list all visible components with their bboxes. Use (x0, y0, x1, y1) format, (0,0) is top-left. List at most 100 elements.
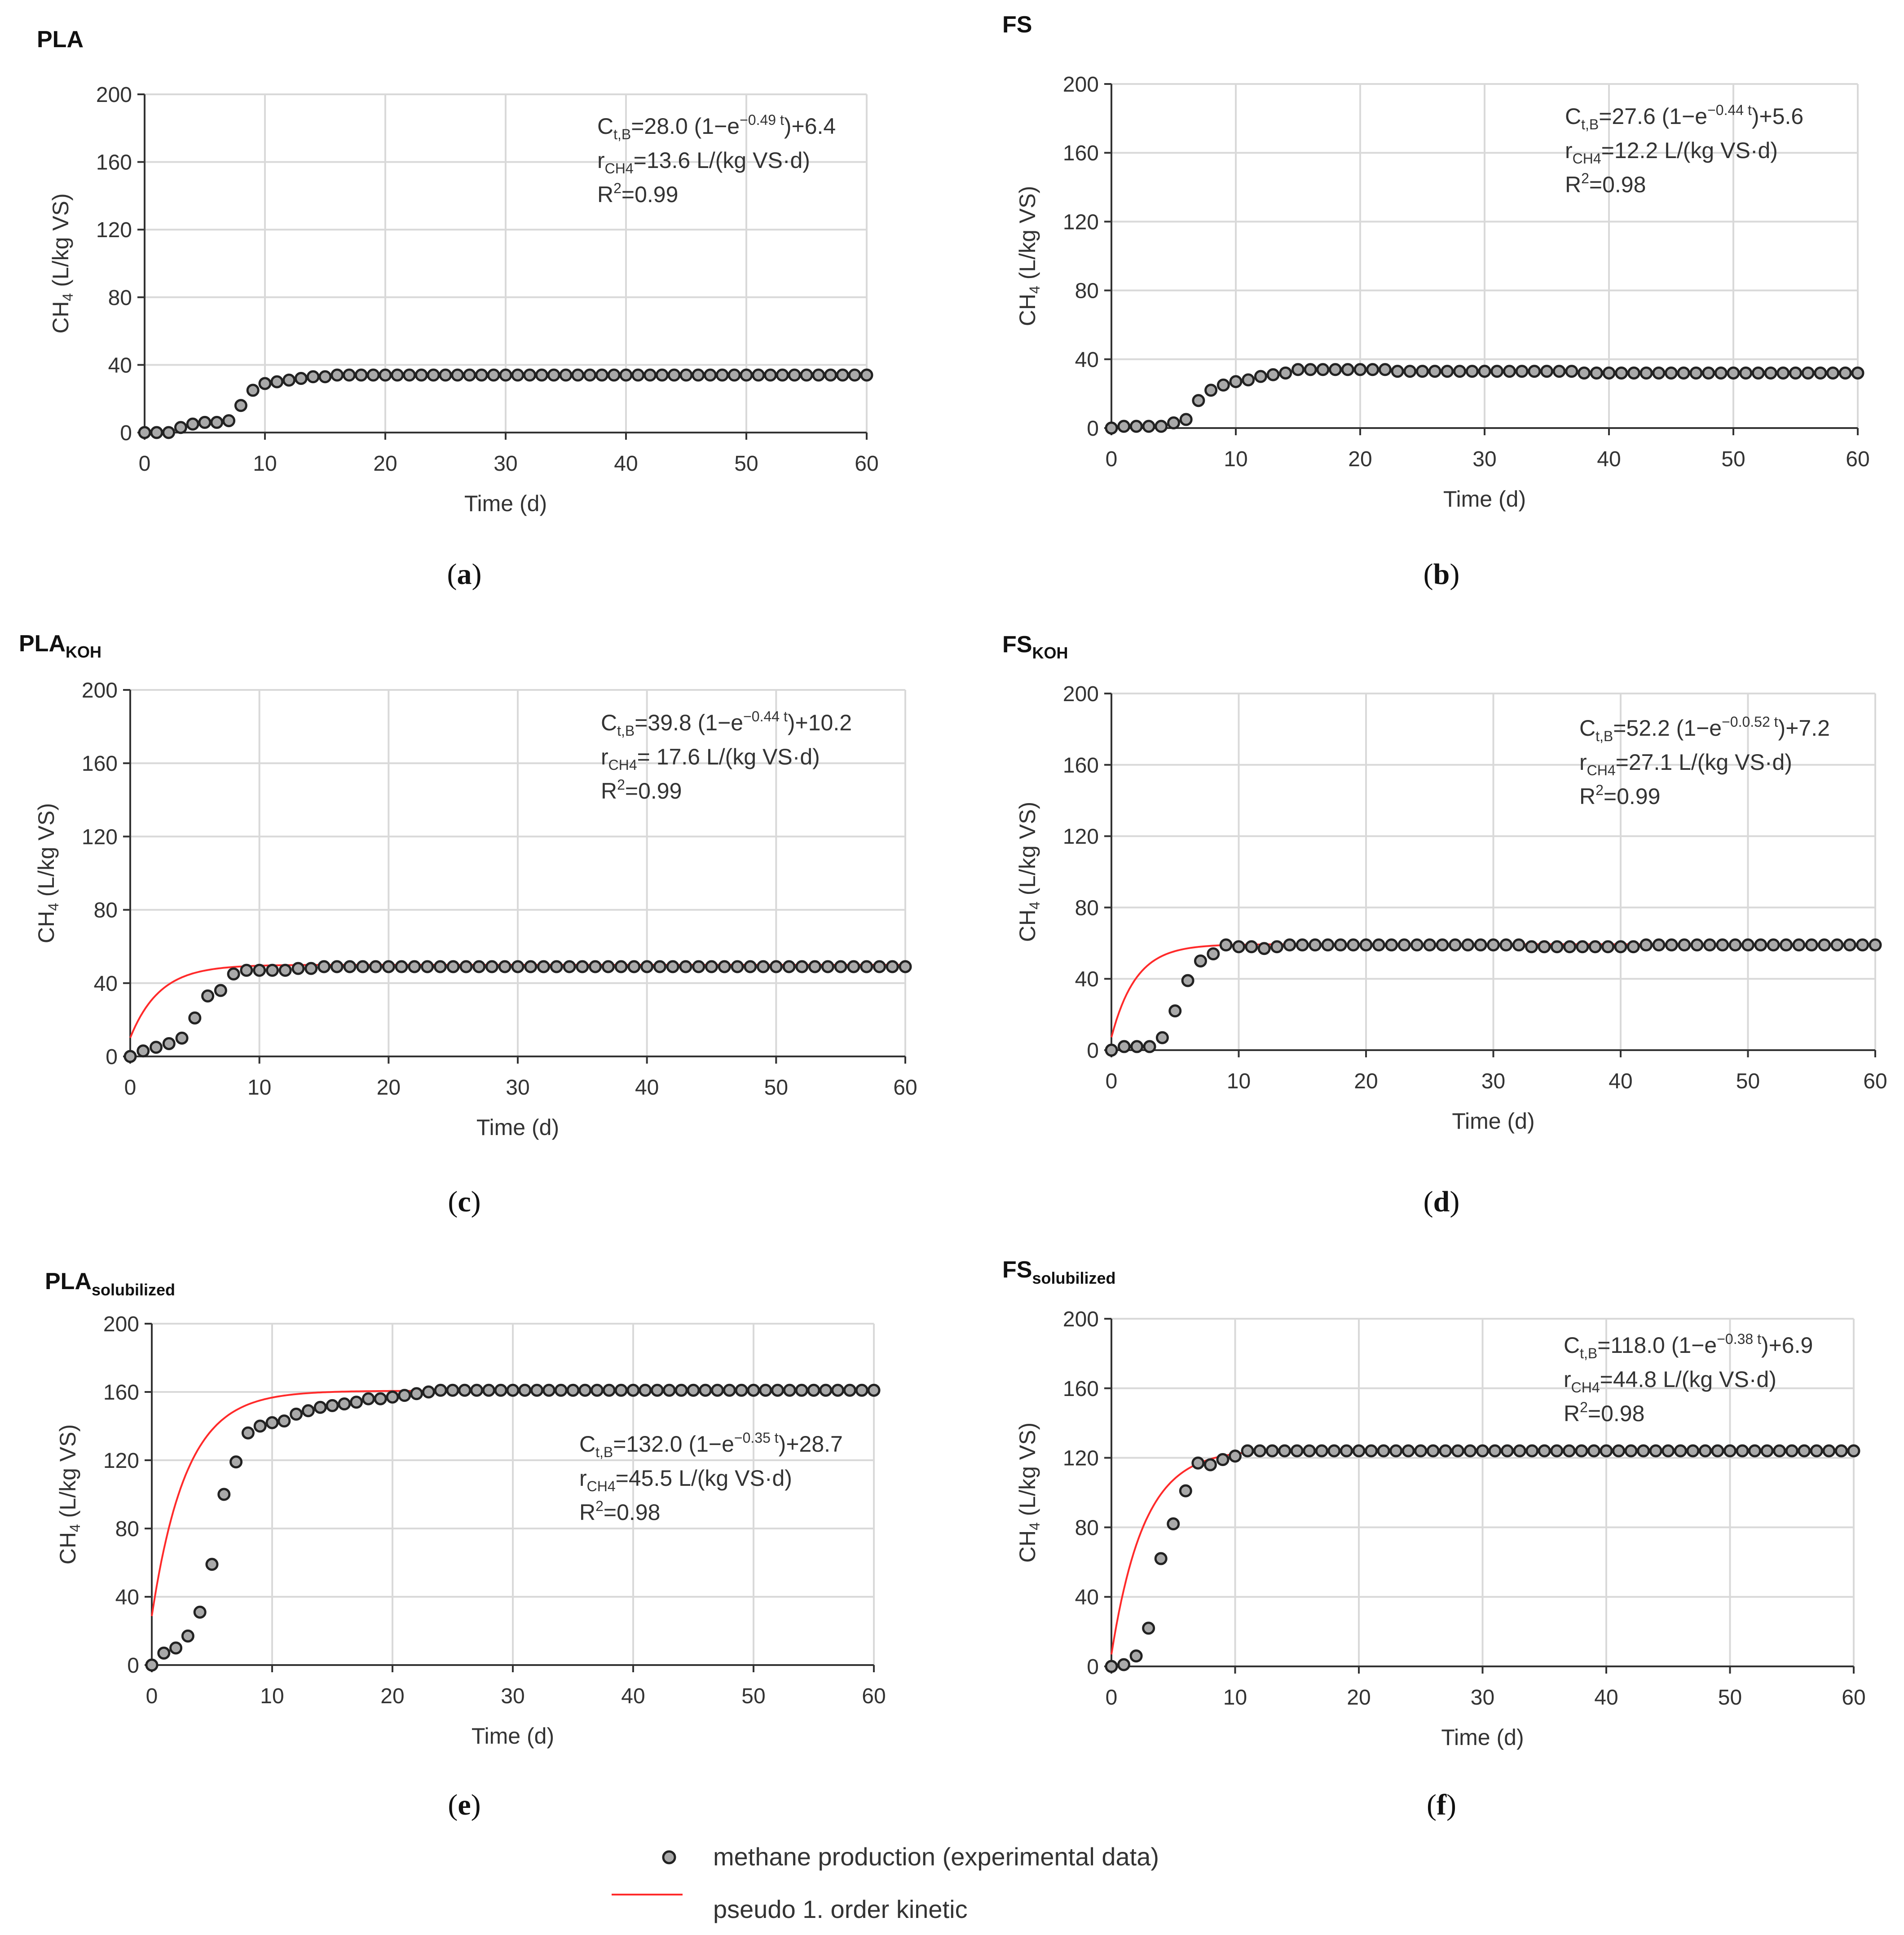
caption-close-paren: ) (1450, 1185, 1459, 1218)
data-point (1515, 365, 1529, 378)
data-point (752, 368, 765, 382)
x-tick-label: 40 (1597, 447, 1621, 471)
data-point (1291, 363, 1305, 376)
data-point (1503, 365, 1516, 378)
data-point (1270, 940, 1284, 954)
y-tick-label: 160 (96, 151, 132, 175)
r-squared-exponent: 2 (617, 777, 625, 793)
data-point (1334, 938, 1347, 952)
data-point (1627, 366, 1640, 380)
r-squared-symbol: R (579, 1500, 595, 1525)
data-point (704, 368, 717, 382)
data-point (619, 368, 633, 382)
x-tick-label: 60 (862, 1684, 886, 1708)
r-squared-value: =0.98 (1589, 172, 1646, 197)
x-tick-label: 10 (1223, 1686, 1247, 1710)
data-point (331, 368, 344, 382)
data-point (655, 368, 669, 382)
data-point (699, 1383, 712, 1397)
data-point (1204, 384, 1218, 397)
data-point (137, 1044, 150, 1058)
data-point (1423, 938, 1437, 952)
data-point (1602, 366, 1616, 380)
panel-title: PLAsolubilized (45, 1268, 175, 1299)
data-point (1501, 1444, 1514, 1458)
data-point (867, 1383, 881, 1397)
y-axis-label-subscript: 4 (45, 903, 62, 911)
x-axis-label: Time (d) (1443, 486, 1526, 512)
panel-title: PLA (37, 27, 84, 53)
data-point (1105, 1043, 1118, 1057)
data-point (433, 960, 447, 973)
y-tick-label: 120 (103, 1449, 139, 1473)
data-point (1662, 1444, 1675, 1458)
data-point (369, 960, 383, 973)
kinetic-fit-line (1111, 1448, 1851, 1655)
y-tick-label: 160 (82, 752, 118, 776)
data-point (886, 960, 899, 973)
x-tick-label: 50 (1736, 1069, 1760, 1093)
r-squared-value: =0.99 (1604, 784, 1661, 809)
data-point (205, 1558, 219, 1571)
equation-body: =132.0 (1−e (613, 1431, 734, 1457)
data-point (1727, 366, 1740, 380)
data-point (234, 399, 247, 412)
x-tick-label: 10 (1224, 447, 1247, 471)
equation-line-1: Ct,B=118.0 (1−e−0.38 t)+6.9 (1564, 1331, 1813, 1361)
r-squared-value: =0.99 (621, 182, 679, 207)
caption-open-paren: ( (1424, 558, 1433, 591)
data-point (458, 1383, 472, 1397)
data-point (566, 1383, 580, 1397)
data-point (1764, 366, 1777, 380)
data-point (434, 1383, 447, 1397)
data-point (485, 960, 498, 973)
data-point (1142, 1621, 1155, 1635)
data-point (1359, 938, 1373, 952)
y-axis-label-unit: (L/kg VS) (1015, 1423, 1040, 1522)
rate-value: =13.6 L/(kg VS·d) (634, 148, 810, 173)
y-axis-label-main: CH (55, 1532, 80, 1564)
panel-title-main: PLA (37, 27, 84, 53)
data-point (265, 963, 279, 977)
caption-letter: f (1437, 1789, 1447, 1821)
data-point (1626, 940, 1640, 954)
data-point (1241, 1444, 1254, 1458)
data-point (1512, 938, 1525, 952)
y-axis-label: CH4 (L/kg VS) (34, 803, 62, 943)
y-tick-label: 0 (127, 1654, 139, 1678)
data-point (1830, 938, 1844, 952)
y-tick-label: 120 (96, 218, 132, 242)
data-point (1397, 938, 1411, 952)
equation-exponent: −0.0.52 t (1722, 714, 1778, 730)
panel-caption: (a) (447, 558, 482, 591)
y-axis-label-subscript: 4 (67, 1524, 83, 1532)
data-point (498, 960, 511, 973)
data-point (1155, 1031, 1169, 1044)
y-tick-label: 80 (1075, 896, 1099, 920)
panel-caption: (d) (1424, 1185, 1460, 1218)
data-point (1245, 940, 1258, 954)
data-point (1304, 363, 1317, 376)
y-axis-label-main: CH (1015, 910, 1040, 942)
data-point (463, 368, 476, 382)
data-point (386, 1390, 399, 1404)
data-point (511, 960, 524, 973)
caption-close-paren: ) (1450, 558, 1459, 591)
data-point (227, 967, 240, 981)
panel-title-main: PLA (45, 1268, 92, 1294)
equation-exponent: −0.44 t (1707, 102, 1752, 118)
data-point (1130, 1040, 1144, 1053)
data-point (1315, 1444, 1328, 1458)
y-tick-label: 120 (1063, 825, 1099, 849)
data-point (1689, 366, 1703, 380)
equation-symbol: C (1579, 716, 1595, 741)
data-point (1216, 1453, 1230, 1466)
x-tick-label: 40 (621, 1684, 645, 1708)
legend: methane production (experimental data) ps… (612, 1842, 1159, 1923)
x-tick-label: 10 (253, 452, 277, 476)
data-point (193, 1605, 207, 1619)
data-point (744, 960, 757, 973)
panel-title: PLAKOH (19, 631, 101, 661)
y-axis-label-unit: (L/kg VS) (48, 193, 73, 293)
data-point (1117, 1658, 1131, 1671)
